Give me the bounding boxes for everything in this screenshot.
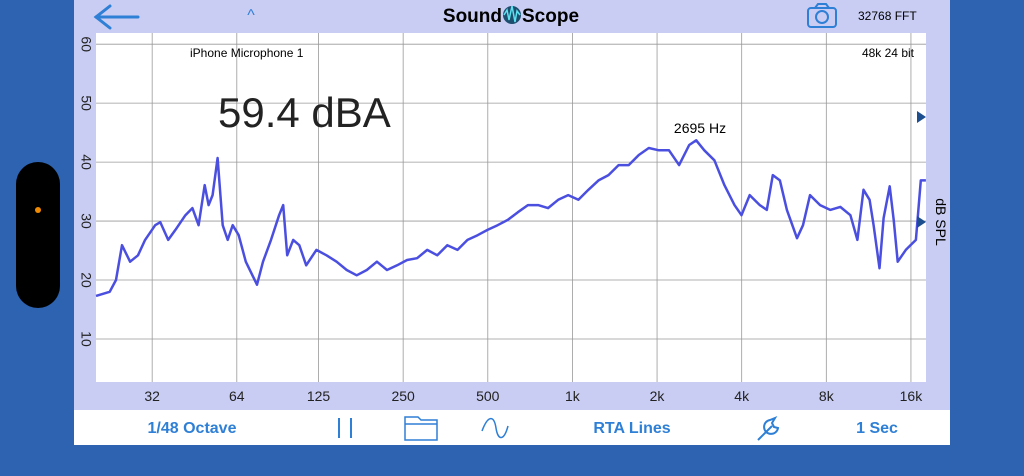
x-tick-label: 8k xyxy=(819,388,835,404)
y-tick-label: 40 xyxy=(78,154,94,170)
back-button[interactable] xyxy=(93,4,140,30)
y-tick-label: 50 xyxy=(78,95,94,111)
x-tick-label: 500 xyxy=(476,388,500,404)
x-tick-label: 64 xyxy=(229,388,245,404)
spectrum-line xyxy=(95,139,926,298)
marker-handle[interactable] xyxy=(917,216,926,228)
level-reading: 59.4 dBA xyxy=(218,89,391,136)
device-label: iPhone Microphone 1 xyxy=(190,46,304,60)
x-tick-label: 2k xyxy=(650,388,666,404)
x-tick-label: 125 xyxy=(307,388,331,404)
toolbar xyxy=(74,410,950,445)
folder-button[interactable] xyxy=(404,416,438,441)
phone-notch xyxy=(16,162,60,308)
waveform-button[interactable] xyxy=(481,417,509,439)
marker-handle[interactable] xyxy=(917,111,926,123)
camera-button[interactable] xyxy=(807,3,837,28)
peak-label: 2695 Hz xyxy=(674,120,726,136)
fft-size: 32768 FFT xyxy=(858,9,917,23)
caret-button[interactable]: ^ xyxy=(247,7,255,24)
indicator-dot xyxy=(35,207,41,213)
mode-button[interactable]: RTA Lines xyxy=(593,420,670,437)
x-tick-label: 1k xyxy=(565,388,581,404)
pause-button[interactable] xyxy=(338,418,352,438)
logo-right: Scope xyxy=(522,6,579,27)
y-axis-title: dB SPL xyxy=(933,198,949,246)
format-label: 48k 24 bit xyxy=(862,46,915,60)
x-tick-label: 4k xyxy=(734,388,750,404)
octave-button[interactable]: 1/48 Octave xyxy=(148,420,237,437)
x-tick-label: 250 xyxy=(391,388,415,404)
y-tick-label: 10 xyxy=(78,331,94,347)
y-tick-label: 60 xyxy=(78,36,94,52)
interval-button[interactable]: 1 Sec xyxy=(856,420,898,437)
plot: 10 20 30 40 50 60 32 64 125 250 500 1k 2k 4k 8k 16k xyxy=(78,33,926,404)
logo-left: Sound xyxy=(443,6,502,27)
y-tick-label: 30 xyxy=(78,213,94,229)
y-tick-label: 20 xyxy=(78,272,94,288)
settings-button[interactable] xyxy=(757,415,780,441)
x-tick-label: 32 xyxy=(144,388,160,404)
x-tick-label: 16k xyxy=(900,388,924,404)
logo-wave xyxy=(503,5,521,23)
plot-area xyxy=(96,33,926,382)
